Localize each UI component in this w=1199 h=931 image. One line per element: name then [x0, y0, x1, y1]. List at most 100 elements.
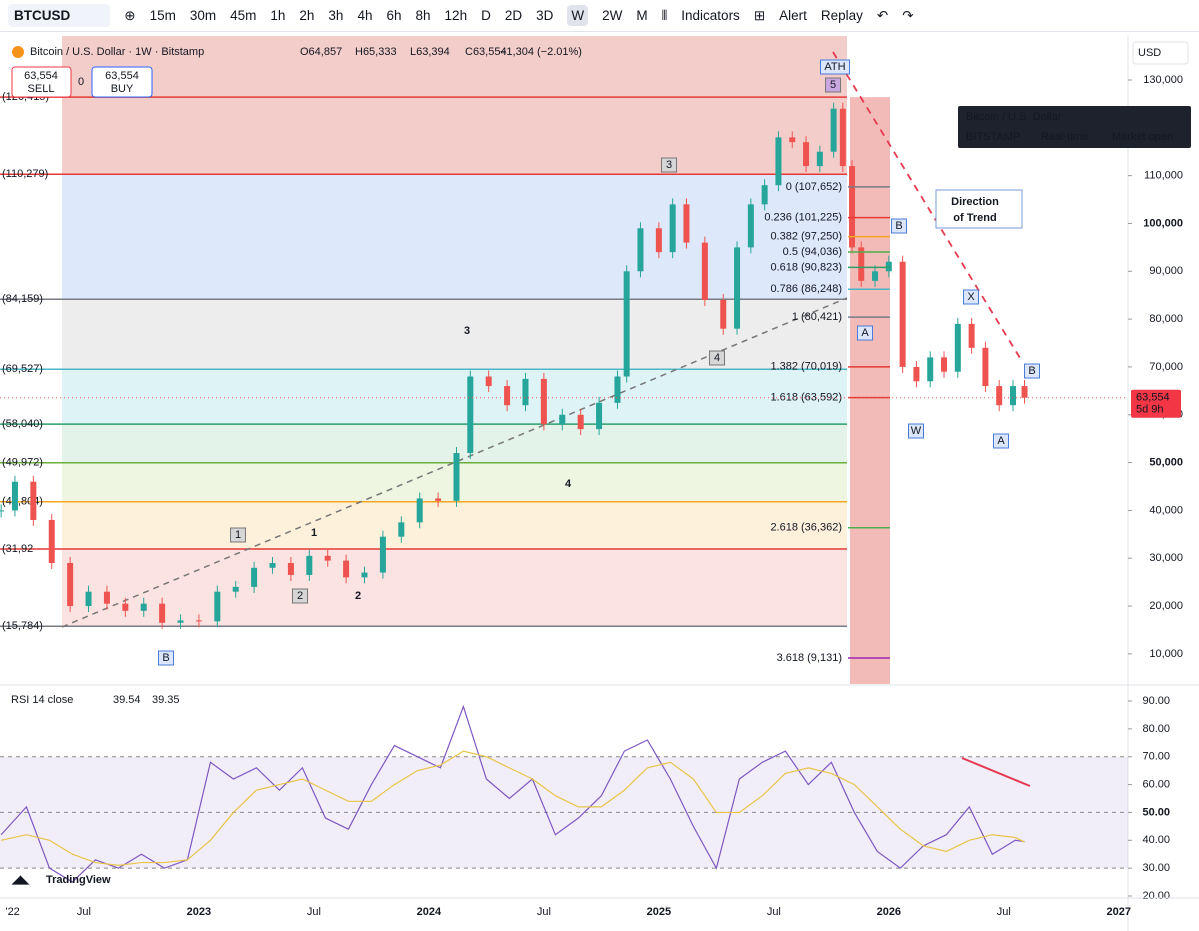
x-tick-label: Jul — [997, 906, 1011, 918]
candle — [287, 563, 294, 575]
candle — [504, 386, 511, 406]
candle — [485, 376, 492, 387]
y-tick-label: 20.00 — [1142, 890, 1170, 902]
candle — [683, 204, 690, 243]
interval-button[interactable]: M — [636, 8, 648, 23]
interval-button[interactable]: 4h — [357, 8, 373, 23]
fib-label: 1.618 (63,592) — [770, 391, 842, 403]
candle — [122, 603, 129, 611]
candle — [1010, 386, 1017, 406]
interval-button[interactable]: 2h — [299, 8, 315, 23]
symbol-search[interactable]: BTCUSD — [8, 4, 111, 27]
interval-button[interactable]: D — [481, 8, 491, 23]
wave-label: 5 — [830, 79, 836, 91]
candle — [849, 166, 856, 248]
change: −1,304 (−2.01%) — [500, 46, 582, 58]
rsi-value: 39.54 — [113, 694, 141, 706]
y-tick-label: 90,000 — [1149, 265, 1183, 277]
wave-label: W — [911, 425, 922, 437]
interval-button[interactable]: 8h — [415, 8, 431, 23]
candle — [913, 366, 920, 382]
add-symbol[interactable]: ⊕ — [124, 7, 136, 23]
toolbar: BTCUSD ⊕ 15m 30m 45m 1h 2h 3h 4h 6h 8h 12h D 2D 3D W 2W M… — [0, 0, 1199, 32]
y-tick-label: 20,000 — [1149, 600, 1183, 612]
interval-button[interactable]: 2D — [504, 8, 523, 23]
x-tick-label: Jul — [77, 906, 91, 918]
candle — [996, 386, 1003, 406]
candle — [623, 271, 630, 377]
candle — [67, 563, 74, 607]
alert-button[interactable]: Alert — [779, 8, 807, 23]
interval-button[interactable]: 1h — [270, 8, 286, 23]
label-box — [993, 433, 1009, 449]
candle — [885, 261, 892, 272]
wave-label: 1 — [235, 529, 241, 541]
rsi-line — [0, 704, 1025, 883]
fib-label: 0.382 (97,250) — [770, 231, 842, 243]
interval-button[interactable]: 30m — [189, 8, 217, 23]
trend-note-box — [935, 189, 1023, 229]
x-tick-label: 2027 — [1107, 906, 1131, 918]
candle — [416, 498, 423, 523]
fib-label: 2.618 (36,362) — [770, 522, 842, 534]
price-tag-label: 63,554 — [1136, 392, 1170, 404]
buy-price: 63,554 — [105, 70, 139, 82]
interval-button[interactable]: 6h — [386, 8, 402, 23]
interval-button[interactable]: 45m — [230, 8, 257, 23]
sell: SELL — [28, 83, 55, 95]
interval-button[interactable]: W — [567, 5, 589, 26]
candle — [559, 414, 566, 425]
wave-label: ATH — [824, 61, 845, 73]
coin-icon — [12, 46, 24, 58]
zone-label: (110,279) — [2, 168, 48, 180]
zone-band — [62, 174, 847, 300]
brand-logo: ◢◣ — [11, 874, 29, 886]
label-box — [891, 218, 907, 234]
candle — [195, 620, 202, 622]
fib-label: 0.786 (86,248) — [770, 283, 842, 295]
tooltip-name: Bitcoin / U.S. Dollar — [966, 111, 1062, 123]
candle — [803, 142, 810, 167]
y-tick-label: 10,000 — [1149, 648, 1183, 660]
layouts[interactable]: ⊞ — [753, 7, 766, 23]
candle — [214, 591, 221, 622]
y-tick-label: 50.00 — [1142, 806, 1170, 818]
replay-button[interactable]: Replay — [820, 8, 863, 23]
x-tick-label: 2026 — [877, 906, 901, 918]
candle — [11, 481, 18, 511]
interval-button[interactable]: 15m — [149, 8, 176, 23]
candle — [761, 185, 768, 205]
x-tick-label: 2024 — [417, 906, 442, 918]
label-box — [292, 588, 308, 604]
candle — [361, 572, 368, 578]
tooltip-status: Market open — [1112, 131, 1173, 143]
interval-button[interactable]: 3D — [536, 8, 554, 23]
fib-label: 0.618 (90,823) — [770, 261, 842, 273]
fib-label: 1.382 (70,019) — [770, 361, 842, 373]
candle — [177, 620, 184, 623]
zone-band — [62, 36, 847, 98]
chart-type[interactable]: ⫴ — [661, 7, 668, 23]
countdown: 5d 9h — [1136, 404, 1164, 416]
wave-label: A — [997, 435, 1005, 447]
zone-band — [62, 369, 847, 425]
undo[interactable]: ↶ — [876, 7, 889, 23]
interval-button[interactable]: 2W — [602, 8, 623, 23]
interval-button[interactable]: 12h — [444, 8, 468, 23]
buy-button — [91, 66, 153, 98]
indicators-button[interactable]: Indicators — [681, 8, 740, 23]
x-tick-label: Jul — [307, 906, 321, 918]
candle — [306, 555, 313, 575]
zone-band — [62, 97, 847, 175]
interval-button[interactable]: 3h — [328, 8, 344, 23]
candle — [899, 261, 906, 367]
rsi-title: RSI 14 close — [11, 694, 73, 706]
candle — [734, 247, 741, 329]
label-box — [661, 157, 677, 173]
redo[interactable]: ↷ — [902, 7, 914, 23]
wave-label: 3 — [464, 325, 470, 337]
y-tick-label: 70.00 — [1142, 751, 1170, 763]
y-tick-label: 50,000 — [1149, 456, 1183, 468]
legend-title: Bitcoin / U.S. Dollar · 1W · Bitstamp — [30, 46, 204, 58]
candle — [467, 376, 474, 454]
